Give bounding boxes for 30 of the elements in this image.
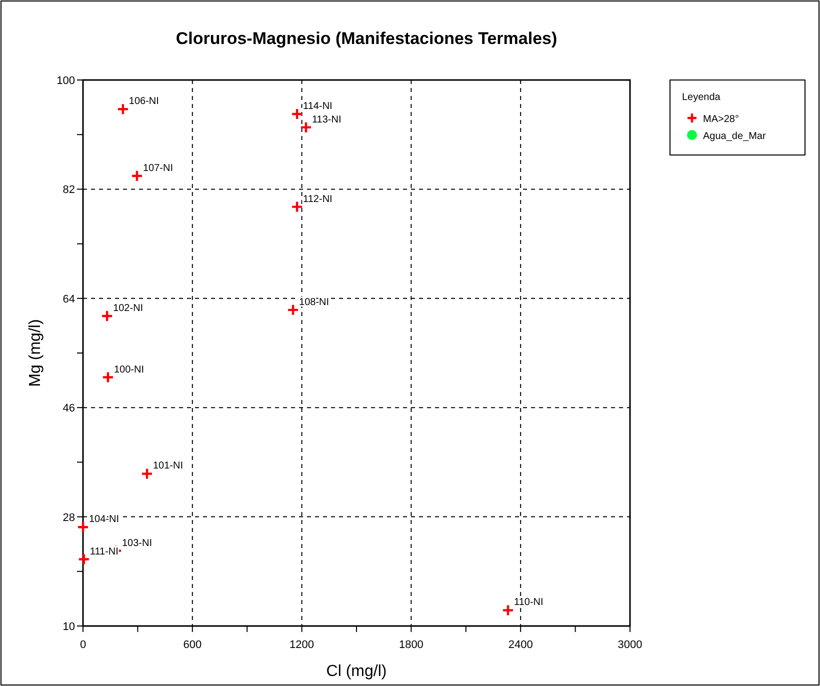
annotation: 100-NI [114,364,144,376]
y-tick-label: 10 [62,621,75,633]
x-tick-label: 0 [80,639,86,651]
x-tick-label: 2400 [508,639,533,651]
annotation: 112-NI [303,194,332,205]
annotation: 102-NI [113,302,144,314]
annotation: 113-NI [312,114,342,126]
annotation: 114-NI [303,100,332,112]
y-tick-label: 82 [62,184,75,196]
annotation: 107-NI [142,162,173,174]
x-tick-label: 3000 [618,639,642,651]
y-tick-label: 64 [62,293,75,306]
annotation: 104-NI [89,514,120,526]
legend-title: Leyenda [682,92,721,103]
y-tick-label: 28 [62,512,75,524]
annotation: 103-NI [122,538,152,549]
x-tick-label: 1800 [398,639,424,651]
x-tick-label: 1200 [290,639,314,651]
legend-label: Agua_de_Mar [703,131,766,142]
y-axis-title: Mg (mg/l) [27,319,44,387]
x-tick-label: 600 [183,639,202,651]
annotation: 108-NI [299,296,330,308]
annotation: 101-NI [153,460,184,472]
y-tick-label: 46 [62,402,75,415]
legend-label: MA>28° [703,114,739,125]
chart-title: Cloruros-Magnesio (Manifestaciones Termales) [176,29,558,48]
annotation: 106-NI [128,96,159,108]
annotation: 110-NI [514,597,544,608]
x-axis-title: Cl (mg/l) [326,663,387,680]
y-tick-label: 100 [56,75,75,87]
